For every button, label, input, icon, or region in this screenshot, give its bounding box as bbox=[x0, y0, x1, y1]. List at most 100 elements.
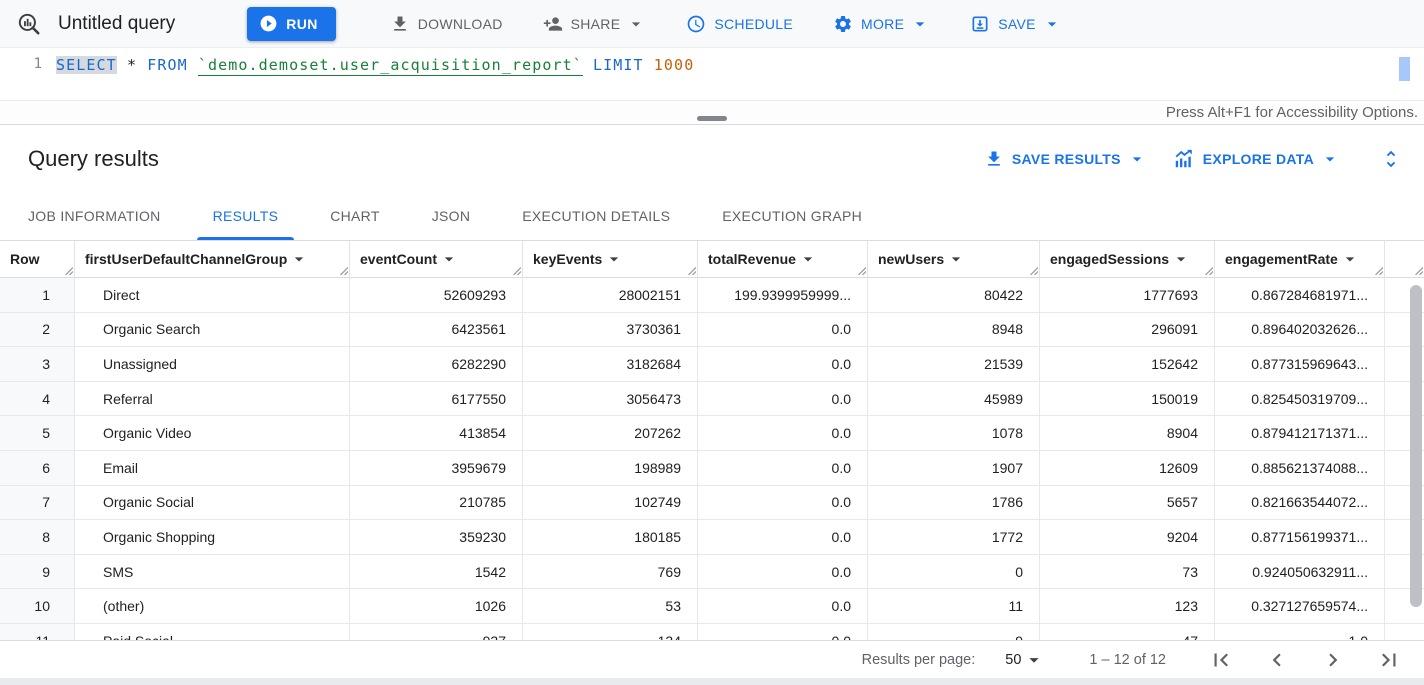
sort-dropdown-icon[interactable] bbox=[439, 249, 459, 269]
data-cell: 0.879412171371... bbox=[1215, 416, 1385, 451]
panel-drag-handle[interactable] bbox=[697, 116, 727, 121]
column-resize-handle[interactable] bbox=[857, 266, 866, 275]
data-cell: 0.877315969643... bbox=[1215, 347, 1385, 382]
data-cell: 8948 bbox=[868, 312, 1040, 348]
next-page-button[interactable] bbox=[1320, 647, 1346, 673]
collapse-expand-panel-button[interactable] bbox=[1380, 148, 1402, 170]
tab-chart[interactable]: CHART bbox=[330, 208, 380, 224]
column-resize-handle[interactable] bbox=[687, 266, 696, 275]
chevron-down-icon bbox=[910, 14, 930, 34]
sql-limit-value: 1000 bbox=[653, 56, 695, 74]
tab-results[interactable]: RESULTS bbox=[196, 192, 295, 240]
horizontal-scrollbar-track[interactable] bbox=[0, 678, 1424, 685]
column-resize-handle[interactable] bbox=[1029, 266, 1038, 275]
column-header-keyEvents[interactable]: keyEvents bbox=[523, 241, 698, 278]
schedule-button[interactable]: SCHEDULE bbox=[674, 6, 805, 42]
data-cell: 3959679 bbox=[350, 450, 523, 486]
sql-star: * bbox=[126, 56, 138, 74]
column-resize-handle[interactable] bbox=[64, 266, 73, 275]
row-number-cell: 8 bbox=[0, 520, 75, 555]
sort-dropdown-icon[interactable] bbox=[289, 249, 309, 269]
play-circle-icon bbox=[259, 14, 278, 33]
data-cell: 198989 bbox=[523, 450, 698, 486]
page-size-select[interactable]: 50 bbox=[1005, 649, 1045, 671]
data-cell: 80422 bbox=[868, 278, 1040, 313]
previous-page-button[interactable] bbox=[1264, 647, 1290, 673]
row-number-cell: 3 bbox=[0, 347, 75, 382]
save-results-button[interactable]: SAVE RESULTS bbox=[984, 149, 1147, 169]
data-cell: 3730361 bbox=[523, 312, 698, 348]
schedule-button-label: SCHEDULE bbox=[714, 15, 794, 32]
data-cell: 207262 bbox=[523, 416, 698, 451]
last-page-button[interactable] bbox=[1376, 647, 1402, 673]
run-button[interactable]: RUN bbox=[247, 6, 336, 41]
explore-data-button[interactable]: EXPLORE DATA bbox=[1173, 148, 1340, 170]
data-cell: 769 bbox=[523, 554, 698, 590]
column-header-engagementRate[interactable]: engagementRate bbox=[1215, 241, 1385, 278]
sort-dropdown-icon[interactable] bbox=[946, 249, 966, 269]
data-cell: 0.0 bbox=[698, 416, 868, 451]
download-button[interactable]: DOWNLOAD bbox=[378, 6, 515, 42]
data-cell: Organic Shopping bbox=[75, 520, 350, 555]
tab-execution-graph[interactable]: EXECUTION GRAPH bbox=[722, 208, 863, 224]
data-cell: 0.0 bbox=[698, 589, 868, 624]
data-cell: Direct bbox=[75, 278, 350, 313]
person-add-icon bbox=[543, 14, 563, 34]
data-cell: 6177550 bbox=[350, 381, 523, 417]
table-scrollbar-thumb[interactable] bbox=[1410, 285, 1422, 607]
row-number-cell: 11 bbox=[0, 623, 75, 640]
sort-dropdown-icon[interactable] bbox=[1340, 249, 1360, 269]
data-cell: 1907 bbox=[868, 450, 1040, 486]
sql-keyword-select: SELECT bbox=[56, 56, 117, 74]
column-resize-handle[interactable] bbox=[339, 266, 348, 275]
column-header-firstUserDefaultChannelGroup[interactable]: firstUserDefaultChannelGroup bbox=[75, 241, 350, 278]
column-header-engagedSessions[interactable]: engagedSessions bbox=[1040, 241, 1215, 278]
sort-dropdown-icon[interactable] bbox=[1171, 249, 1191, 269]
download-button-label: DOWNLOAD bbox=[417, 15, 503, 32]
data-cell: 1772 bbox=[868, 520, 1040, 555]
first-page-button[interactable] bbox=[1208, 647, 1234, 673]
data-cell: 0.0 bbox=[698, 312, 868, 348]
column-label: engagementRate bbox=[1225, 251, 1338, 267]
data-cell: 0.821663544072... bbox=[1215, 485, 1385, 521]
column-resize-handle[interactable] bbox=[512, 266, 521, 275]
chevron-down-icon bbox=[1127, 149, 1147, 169]
row-number-cell: 10 bbox=[0, 589, 75, 624]
column-header-newUsers[interactable]: newUsers bbox=[868, 241, 1040, 278]
data-cell: 0.0 bbox=[698, 450, 868, 486]
column-resize-handle[interactable] bbox=[1414, 266, 1423, 275]
share-button[interactable]: SHARE bbox=[531, 6, 659, 42]
column-resize-handle[interactable] bbox=[1204, 266, 1213, 275]
sql-table-reference[interactable]: `demo.demoset.user_acquisition_report` bbox=[197, 56, 583, 76]
sql-keyword-from: FROM bbox=[147, 56, 188, 74]
data-cell: 1542 bbox=[350, 554, 523, 590]
sort-dropdown-icon[interactable] bbox=[798, 249, 818, 269]
sql-code-line[interactable]: SELECT * FROM `demo.demoset.user_acquisi… bbox=[56, 48, 694, 100]
save-button-label: SAVE bbox=[998, 15, 1036, 32]
editor-scrollbar-thumb[interactable] bbox=[1399, 57, 1410, 81]
tab-job-information[interactable]: JOB INFORMATION bbox=[28, 208, 161, 224]
row-number-cell: 7 bbox=[0, 485, 75, 521]
data-cell: 0.0 bbox=[698, 520, 868, 555]
data-cell: 5657 bbox=[1040, 485, 1215, 521]
data-cell: 53 bbox=[523, 589, 698, 624]
explore-data-chart-icon bbox=[1173, 148, 1195, 170]
column-resize-handle[interactable] bbox=[1374, 266, 1383, 275]
sql-editor[interactable]: 1 SELECT * FROM `demo.demoset.user_acqui… bbox=[0, 48, 1424, 100]
editor-statusbar: Press Alt+F1 for Accessibility Options. bbox=[0, 100, 1424, 125]
data-cell: 199.9399959999... bbox=[698, 278, 868, 313]
tab-json[interactable]: JSON bbox=[431, 208, 471, 224]
more-button[interactable]: MORE bbox=[821, 6, 942, 42]
table-scrollbar[interactable] bbox=[1410, 241, 1422, 640]
column-header-eventCount[interactable]: eventCount bbox=[350, 241, 523, 278]
column-header-totalRevenue[interactable]: totalRevenue bbox=[698, 241, 868, 278]
data-cell: Organic Video bbox=[75, 416, 350, 451]
save-results-download-icon bbox=[984, 149, 1004, 169]
sort-dropdown-icon[interactable] bbox=[604, 249, 624, 269]
data-cell: 45989 bbox=[868, 381, 1040, 417]
data-cell: SMS bbox=[75, 554, 350, 590]
data-cell: 6282290 bbox=[350, 347, 523, 382]
save-button[interactable]: SAVE bbox=[958, 6, 1074, 42]
tab-execution-details[interactable]: EXECUTION DETAILS bbox=[522, 208, 671, 224]
column-header-Row[interactable]: Row bbox=[0, 241, 75, 278]
